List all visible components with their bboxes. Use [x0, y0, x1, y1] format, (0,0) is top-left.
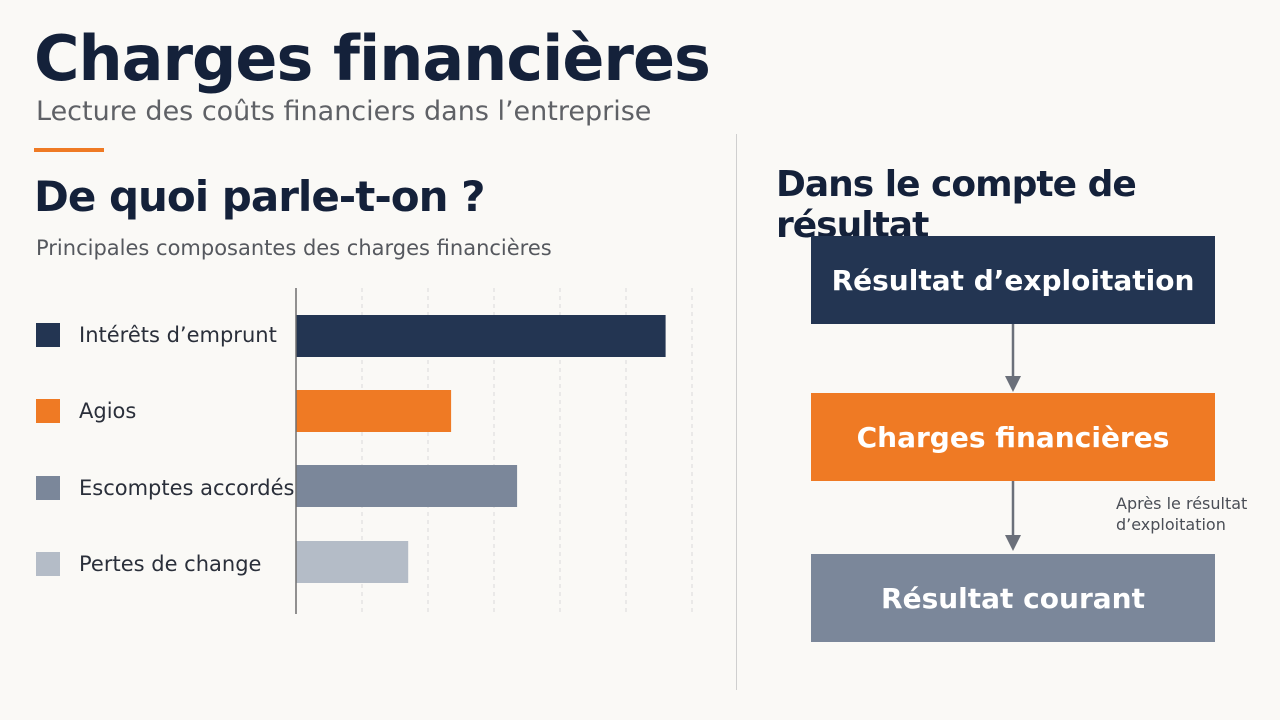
- legend-label: Intérêts d’emprunt: [79, 323, 277, 347]
- section-heading-right: Dans le compte de résultat: [776, 164, 1137, 246]
- flow-box-charges-financieres: Charges financières: [811, 393, 1215, 481]
- bar-2: [296, 390, 452, 432]
- page-title: Charges financières: [34, 22, 711, 95]
- bar-1: [296, 315, 666, 357]
- bar-3: [296, 465, 518, 507]
- flow-box-label: Charges financières: [856, 420, 1170, 454]
- legend-item-escomptes: Escomptes accordés: [36, 473, 294, 503]
- legend-label: Agios: [79, 399, 137, 423]
- legend-swatch: [36, 476, 60, 500]
- legend-item-agios: Agios: [36, 396, 136, 426]
- legend-label: Pertes de change: [79, 552, 262, 576]
- bar-chart: [295, 288, 693, 614]
- flow-box-label: Résultat courant: [881, 581, 1145, 615]
- legend-label: Escomptes accordés: [79, 476, 295, 500]
- legend-item-interets: Intérêts d’emprunt: [36, 320, 277, 350]
- accent-divider: [34, 148, 104, 152]
- flow-note-line2: d’exploitation: [1116, 515, 1226, 534]
- flow-note-line1: Après le résultat: [1116, 494, 1248, 513]
- flow-box-resultat-courant: Résultat courant: [811, 554, 1215, 642]
- bar-4: [296, 541, 409, 583]
- legend-swatch: [36, 399, 60, 423]
- vertical-divider: [736, 134, 737, 690]
- page-subtitle: Lecture des coûts financiers dans l’entr…: [36, 96, 652, 127]
- flow-box-label: Résultat d’exploitation: [831, 263, 1195, 297]
- arrow-down-icon: [1005, 481, 1021, 551]
- section-heading-left: De quoi parle-t-on ?: [34, 172, 485, 221]
- arrow-down-icon: [1005, 324, 1021, 392]
- legend-swatch: [36, 323, 60, 347]
- legend-swatch: [36, 552, 60, 576]
- section-subheading-left: Principales composantes des charges fina…: [36, 236, 552, 260]
- legend-item-pertes: Pertes de change: [36, 549, 261, 579]
- flow-box-resultat-exploitation: Résultat d’exploitation: [811, 236, 1215, 324]
- flow-note: Après le résultat d’exploitation: [1116, 493, 1247, 535]
